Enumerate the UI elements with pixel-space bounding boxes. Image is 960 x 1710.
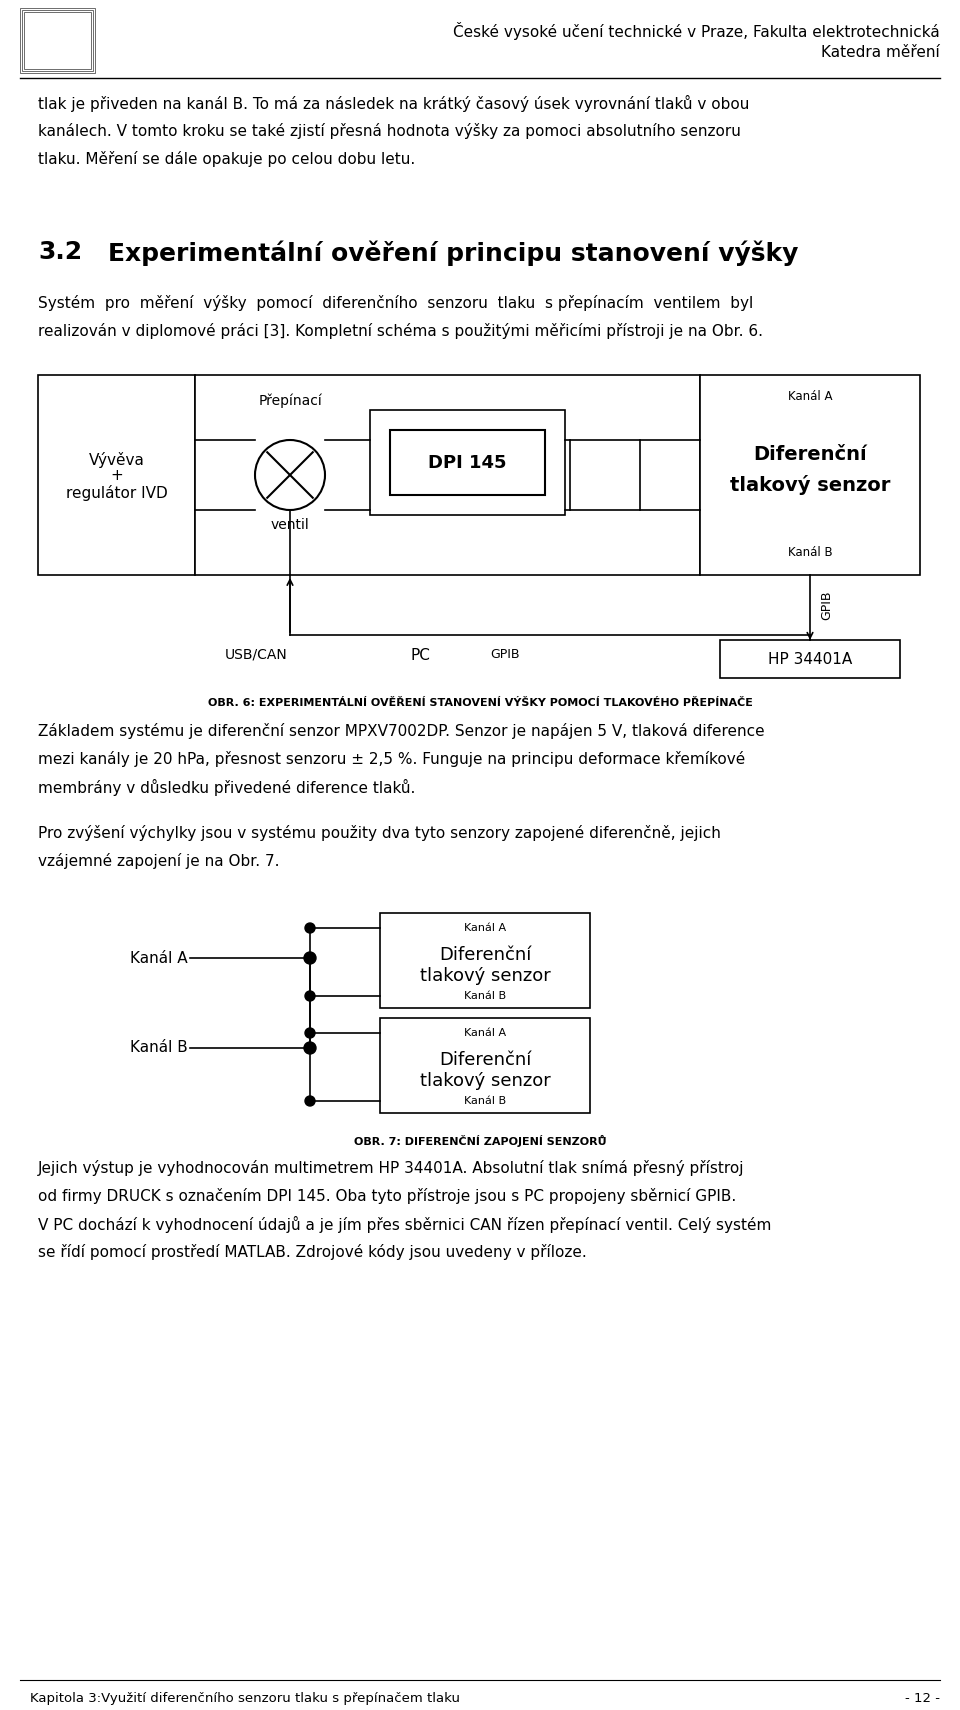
Text: Kanál A: Kanál A	[130, 951, 187, 966]
Text: Systém  pro  měření  výšky  pomocí  diferenčního  senzoru  tlaku  s přepínacím  : Systém pro měření výšky pomocí diferenčn…	[38, 296, 754, 311]
Text: tlaku. Měření se dále opakuje po celou dobu letu.: tlaku. Měření se dále opakuje po celou d…	[38, 150, 416, 168]
Text: HP 34401A: HP 34401A	[768, 652, 852, 667]
Text: +: +	[110, 467, 123, 482]
Bar	[20, 9, 95, 74]
Text: OBR. 6: EXPERIMENTÁLNÍ OVĚŘENÍ STANOVENÍ VÝŠKY POMOCÍ TLAKOVÉHO PŘEPÍNAČE: OBR. 6: EXPERIMENTÁLNÍ OVĚŘENÍ STANOVENÍ…	[207, 698, 753, 708]
Text: 3.2: 3.2	[38, 239, 83, 263]
Text: Kanál B: Kanál B	[464, 1096, 506, 1106]
Text: - 12 -: - 12 -	[905, 1691, 940, 1705]
Circle shape	[304, 1041, 316, 1053]
Text: Kapitola 3:Využití diferenčního senzoru tlaku s přepínačem tlaku: Kapitola 3:Využití diferenčního senzoru …	[30, 1691, 460, 1705]
Text: Katedra měření: Katedra měření	[821, 44, 940, 60]
Circle shape	[304, 952, 316, 964]
Text: tlakový senzor: tlakový senzor	[420, 966, 550, 985]
Text: GPIB: GPIB	[820, 590, 833, 619]
Text: Kanál B: Kanál B	[130, 1040, 188, 1055]
Text: regulátor IVD: regulátor IVD	[65, 486, 167, 501]
Bar	[380, 913, 590, 1007]
Text: USB/CAN: USB/CAN	[225, 648, 288, 662]
Text: Diferenční: Diferenční	[754, 446, 867, 465]
Text: Pro zvýšení výchylky jsou v systému použity dva tyto senzory zapojené diferenčně: Pro zvýšení výchylky jsou v systému použ…	[38, 824, 721, 841]
Text: od firmy DRUCK s označením DPI 145. Oba tyto přístroje jsou s PC propojeny sběrn: od firmy DRUCK s označením DPI 145. Oba …	[38, 1188, 736, 1204]
Text: Kanál A: Kanál A	[464, 1028, 506, 1038]
Text: Experimentální ověření principu stanovení výšky: Experimentální ověření principu stanoven…	[108, 239, 799, 265]
Text: Jejich výstup je vyhodnocován multimetrem HP 34401A. Absolutní tlak snímá přesný: Jejich výstup je vyhodnocován multimetre…	[38, 1159, 745, 1176]
Text: OBR. 7: DIFERENČNÍ ZAPOJENÍ SENZORŮ: OBR. 7: DIFERENČNÍ ZAPOJENÍ SENZORŮ	[353, 1135, 607, 1147]
Bar	[38, 374, 195, 575]
Text: České vysoké učení technické v Praze, Fakulta elektrotechnická: České vysoké učení technické v Praze, Fa…	[453, 22, 940, 39]
Text: se řídí pomocí prostředí MATLAB. Zdrojové kódy jsou uvedeny v příloze.: se řídí pomocí prostředí MATLAB. Zdrojov…	[38, 1243, 587, 1260]
Text: tlakový senzor: tlakový senzor	[730, 475, 890, 494]
Bar	[700, 374, 920, 575]
Circle shape	[305, 1096, 315, 1106]
Text: Základem systému je diferenční senzor MPXV7002DP. Senzor je napájen 5 V, tlaková: Základem systému je diferenční senzor MP…	[38, 723, 764, 739]
Bar	[370, 410, 565, 515]
Bar	[390, 429, 545, 494]
Circle shape	[305, 992, 315, 1000]
Circle shape	[305, 1028, 315, 1038]
Bar	[720, 640, 900, 677]
Text: Kanál A: Kanál A	[788, 390, 832, 404]
Text: tlakový senzor: tlakový senzor	[420, 1072, 550, 1089]
Bar	[195, 374, 700, 575]
Text: DPI 145: DPI 145	[428, 453, 507, 472]
Bar	[380, 1017, 590, 1113]
Bar	[22, 10, 93, 72]
Text: Přepínací: Přepínací	[258, 393, 322, 407]
Text: PC: PC	[410, 648, 430, 662]
Text: tlak je přiveden na kanál B. To má za následek na krátký časový úsek vyrovnání t: tlak je přiveden na kanál B. To má za ná…	[38, 96, 750, 113]
Text: Kanál B: Kanál B	[464, 992, 506, 1000]
Bar	[24, 12, 91, 68]
Text: Diferenční: Diferenční	[439, 1052, 531, 1069]
Text: Kanál A: Kanál A	[464, 923, 506, 934]
Circle shape	[305, 923, 315, 934]
Text: vzájemné zapojení je na Obr. 7.: vzájemné zapojení je na Obr. 7.	[38, 853, 279, 869]
Text: kanálech. V tomto kroku se také zjistí přesná hodnota výšky za pomoci absolutníh: kanálech. V tomto kroku se také zjistí p…	[38, 123, 741, 139]
Text: mezi kanály je 20 hPa, přesnost senzoru ± 2,5 %. Funguje na principu deformace k: mezi kanály je 20 hPa, přesnost senzoru …	[38, 751, 745, 768]
Text: realizován v diplomové práci [3]. Kompletní schéma s použitými měřicími přístroj: realizován v diplomové práci [3]. Komple…	[38, 323, 763, 339]
Text: ventil: ventil	[271, 518, 309, 532]
Text: V PC dochází k vyhodnocení údajů a je jím přes sběrnici CAN řízen přepínací vent: V PC dochází k vyhodnocení údajů a je jí…	[38, 1216, 772, 1233]
Text: Vývěva: Vývěva	[88, 451, 144, 469]
Text: membrány v důsledku přivedené diference tlaků.: membrány v důsledku přivedené diference …	[38, 780, 416, 797]
Text: Diferenční: Diferenční	[439, 946, 531, 964]
Text: GPIB: GPIB	[490, 648, 519, 662]
Text: Kanál B: Kanál B	[788, 547, 832, 559]
